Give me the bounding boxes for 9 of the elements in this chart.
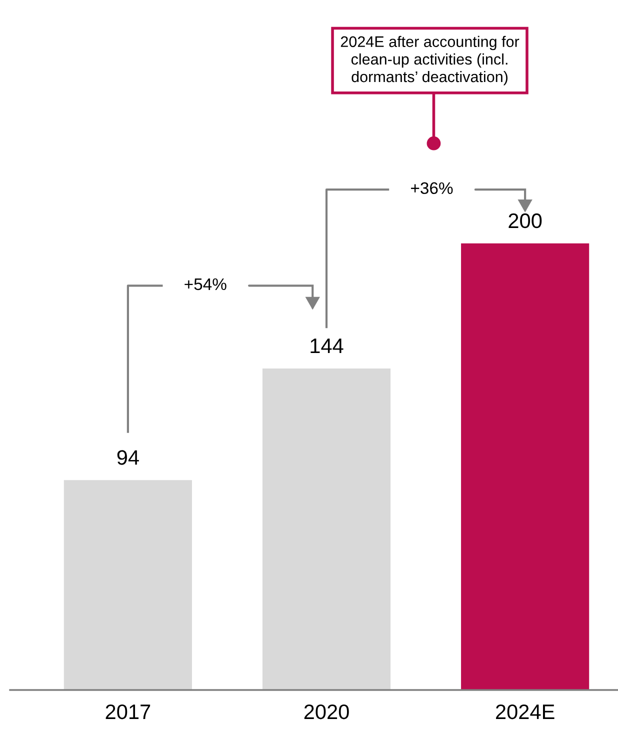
x-tick-label: 2024E — [496, 704, 554, 720]
text: +36% — [411, 182, 453, 194]
annotation: +54% — [184, 278, 226, 290]
x-tick-label: 2017 — [106, 704, 150, 720]
x-tick-label: 2020 — [304, 704, 349, 720]
text: 2024E after accounting for clean-up activities (incl. dormants’ deactivation) — [340, 36, 520, 86]
data-label: 200 — [508, 213, 542, 228]
data-label: 94 — [117, 450, 139, 465]
data-label: 144 — [310, 338, 344, 354]
